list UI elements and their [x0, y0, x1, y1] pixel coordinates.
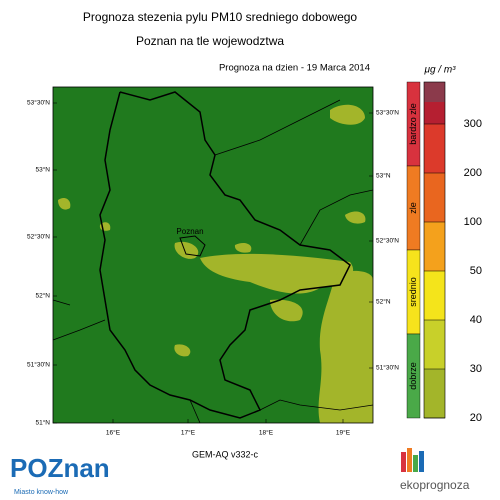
legend-label: 40 [470, 314, 482, 326]
eko-icon [401, 448, 424, 472]
legend-bin [424, 271, 445, 320]
legend-bin [424, 173, 445, 222]
legend-bin [424, 124, 445, 173]
logo: POZnan [10, 453, 110, 483]
lat-label: 53°N [35, 166, 50, 174]
legend-bin [424, 82, 445, 102]
pollution-patch [58, 197, 71, 210]
subtitle: Poznan na tle wojewodztwa [136, 34, 284, 48]
pollution-patch [174, 344, 191, 357]
lat-label: 51°N [35, 419, 50, 427]
lat-label: 51°30'N [27, 361, 50, 369]
legend-label: 20 [470, 412, 482, 424]
legend-label: 30 [470, 363, 482, 375]
voivodeship-border [99, 91, 351, 419]
legend-label: 200 [464, 167, 482, 179]
pollution-patch [318, 270, 373, 423]
map: Poznan 53°30'N 53°N 52°30'N 52°N 51°30'N 51°N 5… [27, 86, 399, 437]
title: Prognoza stezenia pylu PM10 sredniego do… [83, 10, 358, 24]
lat-label: 52°N [35, 292, 50, 300]
legend-bin [424, 369, 445, 418]
legend-bin [424, 222, 445, 271]
legend-label: 300 [464, 118, 482, 130]
lon-label: 16°E [106, 429, 121, 437]
category-band [406, 333, 421, 419]
lat-label: 51°30'N [376, 364, 399, 372]
brand: ekoprognoza [400, 478, 470, 492]
unit: μg / m³ [423, 65, 456, 76]
pollution-patch [330, 104, 365, 125]
legend-bin [424, 320, 445, 369]
city-label: Poznan [176, 227, 203, 236]
legend-label: 50 [470, 265, 482, 277]
lon-label: 18°E [259, 429, 274, 437]
map-frame [52, 86, 374, 424]
pollution-patch [200, 253, 354, 294]
category-label: zle [408, 202, 418, 214]
map-background [53, 87, 373, 423]
lat-label: 53°N [376, 172, 391, 180]
pollution-patch [345, 211, 366, 224]
lon-label: 19°E [336, 429, 351, 437]
category-label: srednio [408, 277, 418, 307]
category-label: bardzo zle [408, 103, 418, 145]
lat-label: 52°30'N [27, 233, 50, 241]
tagline: Miasto know-how [14, 489, 69, 496]
model: GEM-AQ v332-c [192, 449, 259, 459]
pollution-patch [270, 299, 303, 322]
legend-label: 100 [464, 216, 482, 228]
other-borders [52, 99, 374, 424]
pollution-patch [234, 242, 252, 253]
lat-label: 53°30'N [376, 109, 399, 117]
lat-label: 53°30'N [27, 99, 50, 107]
city-border [179, 235, 206, 257]
lat-label: 52°30'N [376, 237, 399, 245]
lon-label: 17°E [181, 429, 196, 437]
lat-label: 52°N [376, 298, 391, 306]
category-label: dobrze [408, 362, 418, 390]
forecast-date: Prognoza na dzien - 19 Marca 2014 [219, 63, 370, 74]
legend-bin [424, 102, 445, 124]
